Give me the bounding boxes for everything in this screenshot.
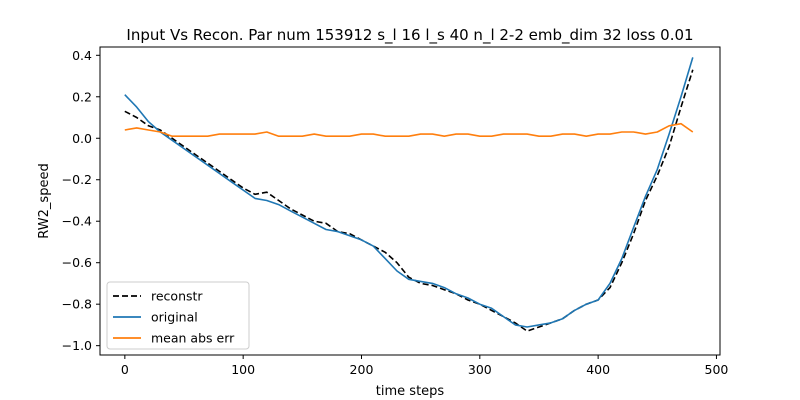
legend: reconstr original mean abs err: [106, 281, 250, 350]
x-tick-label: 100: [231, 362, 255, 377]
plot-lines: [124, 57, 694, 332]
y-tick-label: 0.4: [72, 48, 92, 63]
y-axis-ticks: −1.0 −0.8 −0.6 −0.4 −0.2 0.0 0.2 0.4: [62, 48, 100, 353]
legend-entries: reconstr original mean abs err: [113, 289, 235, 346]
x-tick-label: 200: [350, 362, 374, 377]
y-tick-label: 0.2: [72, 89, 92, 104]
y-tick-label: −0.6: [62, 255, 92, 270]
x-tick-label: 0: [121, 362, 129, 377]
x-tick-label: 500: [705, 362, 729, 377]
series-line-mean-abs-err: [124, 122, 694, 137]
x-axis-label: time steps: [376, 384, 445, 399]
x-tick-label: 400: [586, 362, 610, 377]
x-tick-label: 300: [468, 362, 492, 377]
plot-frame: [99, 46, 721, 356]
y-tick-label: −1.0: [62, 338, 92, 353]
chart-title: Input Vs Recon. Par num 153912 s_l 16 l_…: [126, 26, 693, 45]
legend-label-original: original: [151, 310, 198, 325]
y-axis-label: RW2_speed: [37, 163, 52, 238]
y-tick-label: 0.0: [72, 131, 92, 146]
legend-label-reconstr: reconstr: [151, 289, 203, 304]
x-axis-ticks: 0 100 200 300 400 500: [121, 355, 729, 377]
legend-box: [106, 281, 250, 350]
y-tick-label: −0.8: [62, 297, 92, 312]
legend-label-mean-abs-err: mean abs err: [151, 331, 235, 346]
series-line-original: [124, 57, 694, 328]
y-tick-label: −0.2: [62, 172, 92, 187]
y-tick-label: −0.4: [62, 214, 92, 229]
